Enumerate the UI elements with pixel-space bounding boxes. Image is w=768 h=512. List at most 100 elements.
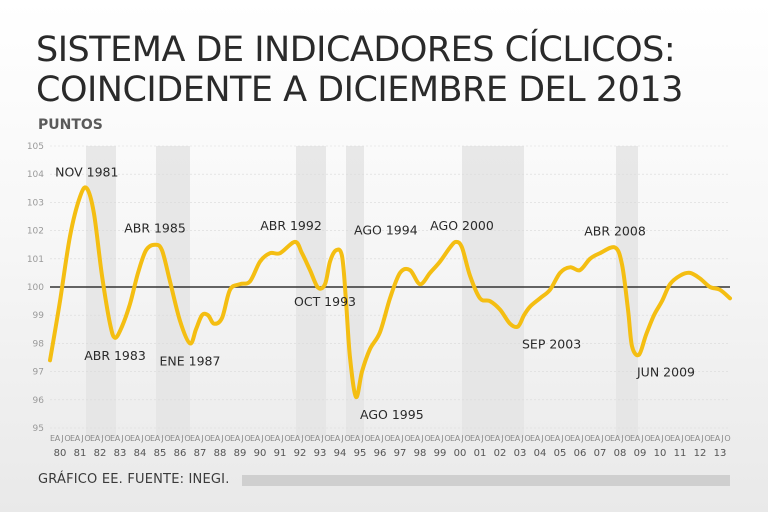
x-month-tick: A xyxy=(55,434,61,443)
x-month-tick: J xyxy=(700,434,703,443)
x-month-tick: O xyxy=(144,434,150,443)
x-month-tick: O xyxy=(704,434,710,443)
x-month-tick: O xyxy=(524,434,530,443)
x-year-tick: 08 xyxy=(614,448,627,459)
x-month-tick: A xyxy=(635,434,641,443)
x-month-tick: O xyxy=(544,434,550,443)
x-month-tick: J xyxy=(160,434,163,443)
title-line-2: COINCIDENTE A DICIEMBRE DEL 2013 xyxy=(36,70,683,110)
chart-title: SISTEMA DE INDICADORES CÍCLICOS: COINCID… xyxy=(36,30,756,110)
x-month-tick: J xyxy=(540,434,543,443)
x-month-tick: J xyxy=(600,434,603,443)
x-month-tick: O xyxy=(644,434,650,443)
x-month-tick: E xyxy=(630,434,635,443)
x-month-tick: E xyxy=(350,434,355,443)
x-month-tick: A xyxy=(495,434,501,443)
x-month-tick: O xyxy=(324,434,330,443)
recession-band xyxy=(296,146,326,438)
x-month-tick: J xyxy=(400,434,403,443)
x-month-tick: J xyxy=(220,434,223,443)
x-month-tick: J xyxy=(360,434,363,443)
x-month-tick: A xyxy=(615,434,621,443)
x-month-tick: E xyxy=(710,434,715,443)
x-month-tick: E xyxy=(150,434,155,443)
x-month-tick: A xyxy=(175,434,181,443)
x-month-tick: E xyxy=(430,434,435,443)
x-year-tick: 95 xyxy=(354,448,367,459)
x-month-tick: J xyxy=(120,434,123,443)
y-tick-label: 101 xyxy=(27,255,44,265)
x-month-tick: J xyxy=(200,434,203,443)
y-tick-label: 99 xyxy=(33,311,45,321)
x-year-tick: 07 xyxy=(594,448,607,459)
x-month-tick: O xyxy=(124,434,130,443)
x-year-tick: 96 xyxy=(374,448,387,459)
x-month-tick: J xyxy=(560,434,563,443)
x-month-tick: A xyxy=(535,434,541,443)
x-month-tick: A xyxy=(335,434,341,443)
x-month-tick: E xyxy=(590,434,595,443)
x-year-tick: 90 xyxy=(254,448,267,459)
x-year-tick: 87 xyxy=(194,448,207,459)
x-month-tick: E xyxy=(330,434,335,443)
x-month-tick: O xyxy=(384,434,390,443)
x-month-tick: E xyxy=(690,434,695,443)
x-month-tick: E xyxy=(290,434,295,443)
x-month-tick: J xyxy=(500,434,503,443)
x-month-tick: J xyxy=(520,434,523,443)
x-month-tick: O xyxy=(484,434,490,443)
annotation-label: AGO 1994 xyxy=(354,222,418,237)
y-tick-label: 104 xyxy=(27,170,44,180)
x-year-tick: 13 xyxy=(714,448,727,459)
x-year-tick: 81 xyxy=(74,448,87,459)
x-month-tick: J xyxy=(380,434,383,443)
x-year-tick: 00 xyxy=(454,448,467,459)
x-month-tick: O xyxy=(724,434,730,443)
x-year-tick: 80 xyxy=(54,448,67,459)
x-month-tick: E xyxy=(210,434,215,443)
annotation-label: ABR 2008 xyxy=(584,224,646,239)
x-year-tick: 93 xyxy=(314,448,327,459)
y-axis-ticks: 95 96 97 98 99 100 101 102 103 104 105 xyxy=(27,142,44,434)
title-line-1: SISTEMA DE INDICADORES CÍCLICOS: xyxy=(36,30,676,70)
x-month-tick: A xyxy=(155,434,161,443)
x-month-tick: J xyxy=(280,434,283,443)
y-tick-label: 98 xyxy=(33,339,45,349)
x-month-tick: J xyxy=(140,434,143,443)
x-month-tick: E xyxy=(670,434,675,443)
x-month-tick: E xyxy=(550,434,555,443)
y-axis-units-label: PUNTOS xyxy=(38,117,103,133)
x-month-tick: A xyxy=(395,434,401,443)
x-year-tick: 06 xyxy=(574,448,587,459)
y-tick-label: 96 xyxy=(33,396,45,406)
peak-trough-annotations: NOV 1981 ABR 1983 ABR 1985 ENE 1987 ABR 1992… xyxy=(55,164,695,422)
x-month-tick: A xyxy=(115,434,121,443)
x-month-tick: A xyxy=(295,434,301,443)
x-month-tick: A xyxy=(355,434,361,443)
x-month-tick: O xyxy=(664,434,670,443)
x-month-tick: J xyxy=(640,434,643,443)
x-month-tick: J xyxy=(680,434,683,443)
x-month-tick: J xyxy=(340,434,343,443)
x-month-tick: E xyxy=(510,434,515,443)
x-year-tick: 04 xyxy=(534,448,547,459)
x-month-tick: J xyxy=(80,434,83,443)
x-month-tick: O xyxy=(224,434,230,443)
series-line xyxy=(48,185,732,400)
x-month-tick: E xyxy=(390,434,395,443)
annotation-label: ENE 1987 xyxy=(160,353,221,368)
x-year-tick: 92 xyxy=(294,448,307,459)
y-tick-label: 103 xyxy=(27,198,44,208)
x-month-tick: E xyxy=(310,434,315,443)
x-month-tick: A xyxy=(675,434,681,443)
source-note: GRÁFICO EE. FUENTE: INEGI. xyxy=(38,472,230,487)
x-month-tick: J xyxy=(660,434,663,443)
x-month-tick: O xyxy=(624,434,630,443)
x-month-tick: A xyxy=(575,434,581,443)
x-month-tick: A xyxy=(715,434,721,443)
x-month-tick: A xyxy=(455,434,461,443)
x-year-tick: 05 xyxy=(554,448,567,459)
x-month-tick: E xyxy=(650,434,655,443)
x-month-tick: J xyxy=(720,434,723,443)
